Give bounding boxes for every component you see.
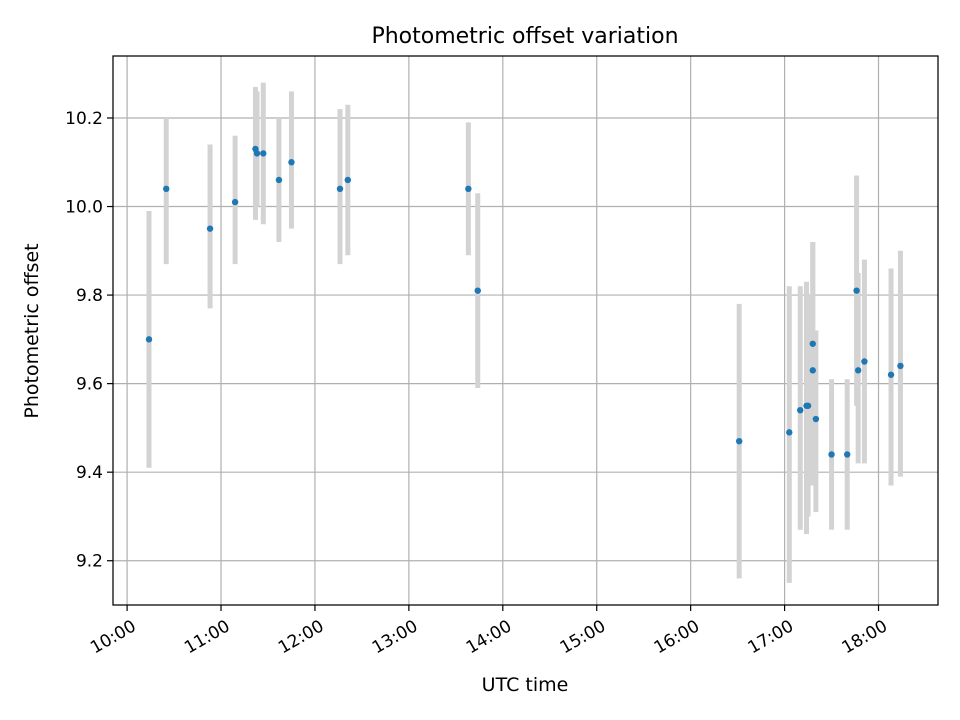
y-tick-label: 9.6 — [76, 375, 103, 395]
data-point — [812, 415, 820, 423]
data-point — [145, 336, 153, 343]
data-point — [474, 287, 481, 294]
data-point — [844, 451, 851, 458]
data-point — [163, 185, 170, 193]
data-points — [145, 145, 904, 458]
data-point — [809, 340, 816, 347]
data-point — [853, 287, 860, 294]
y-axis-label: Photometric offset — [21, 243, 43, 418]
data-point — [854, 367, 862, 374]
y-tick-label: 9.4 — [76, 463, 103, 483]
data-point — [275, 176, 283, 184]
y-axis: 9.2 9.4 9.6 9.8 10.0 10.2 — [65, 109, 113, 572]
data-point — [206, 225, 214, 232]
data-point — [336, 185, 344, 193]
data-point — [797, 406, 804, 414]
data-point — [288, 159, 295, 166]
data-point — [887, 371, 895, 378]
data-point — [828, 451, 835, 458]
data-point — [735, 437, 743, 445]
data-point — [231, 198, 239, 206]
y-tick-label: 9.2 — [76, 552, 103, 572]
data-point — [861, 358, 868, 365]
x-axis-label: UTC time — [482, 674, 569, 696]
data-point — [897, 362, 904, 370]
data-point — [344, 176, 352, 184]
data-point — [809, 367, 816, 374]
plot-frame — [112, 55, 939, 606]
data-point — [786, 429, 793, 436]
y-tick-label: 9.8 — [76, 286, 103, 306]
data-point — [465, 185, 472, 193]
y-tick-label: 10.0 — [65, 198, 103, 218]
y-tick-label: 10.2 — [65, 109, 103, 129]
data-point — [260, 150, 267, 157]
data-point — [253, 150, 261, 157]
data-point — [804, 402, 812, 409]
chart-title: Photometric offset variation — [371, 24, 678, 49]
